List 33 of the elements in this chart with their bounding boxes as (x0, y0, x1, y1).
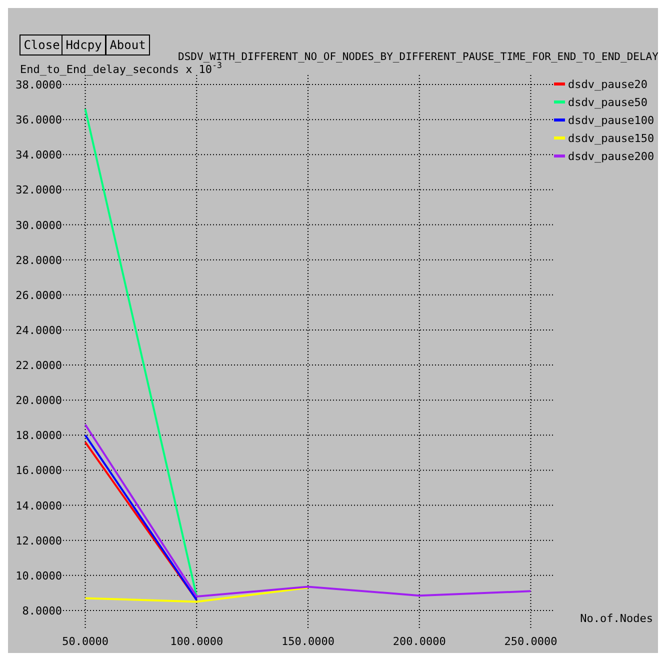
chart-title: DSDV_WITH_DIFFERENT_NO_OF_NODES_BY_DIFFERENT_PAUSE_TIME_FOR_END_TO_END_DELAY (178, 51, 660, 63)
y-tick-label: 32.0000 (16, 184, 62, 197)
button: Hdcpy (62, 34, 106, 56)
y-tick-label: 8.0000 (22, 604, 62, 618)
y-tick-label: 26.0000 (16, 288, 62, 302)
y-tick-label: 20.0000 (16, 394, 62, 408)
x-tick-label: 150.0000 (282, 635, 334, 648)
legend-label: dsdv_pause50 (568, 96, 648, 109)
y-tick-label: 28.0000 (16, 254, 62, 267)
y-tick-label: 16.0000 (16, 464, 62, 478)
y-tick-label: 12.0000 (16, 534, 62, 548)
y-tick-label: 14.0000 (16, 499, 62, 512)
y-tick-label: 34.0000 (16, 148, 62, 162)
x-tick-label: 100.0000 (170, 635, 224, 648)
legend-label: dsdv_pause200 (568, 150, 654, 163)
legend-label: dsdv_pause20 (568, 78, 648, 91)
button: About (106, 34, 150, 56)
y-tick-label: 36.0000 (16, 114, 62, 127)
y-tick-label: 18.0000 (16, 429, 62, 442)
legend-label: dsdv_pause150 (568, 132, 654, 145)
button: Close (20, 34, 64, 56)
line-series (84, 424, 532, 598)
y-tick-label: 24.0000 (16, 324, 62, 337)
y-tick-label: 22.0000 (16, 359, 62, 372)
x-tick-label: 50.0000 (62, 635, 108, 648)
y-tick-label: 10.0000 (16, 569, 62, 582)
y-axis-title: End_to_End_delay_seconds x 10$^{-3}$ (20, 60, 222, 76)
x-axis-title: No.of.Nodes (580, 612, 653, 625)
x-tick-label: 200.0000 (392, 635, 446, 648)
x-tick-label: 250.0000 (504, 635, 558, 648)
y-tick-label: 38.0000 (16, 78, 62, 92)
y-tick-label: 30.0000 (16, 218, 62, 232)
legend-label: dsdv_pause100 (568, 114, 654, 127)
